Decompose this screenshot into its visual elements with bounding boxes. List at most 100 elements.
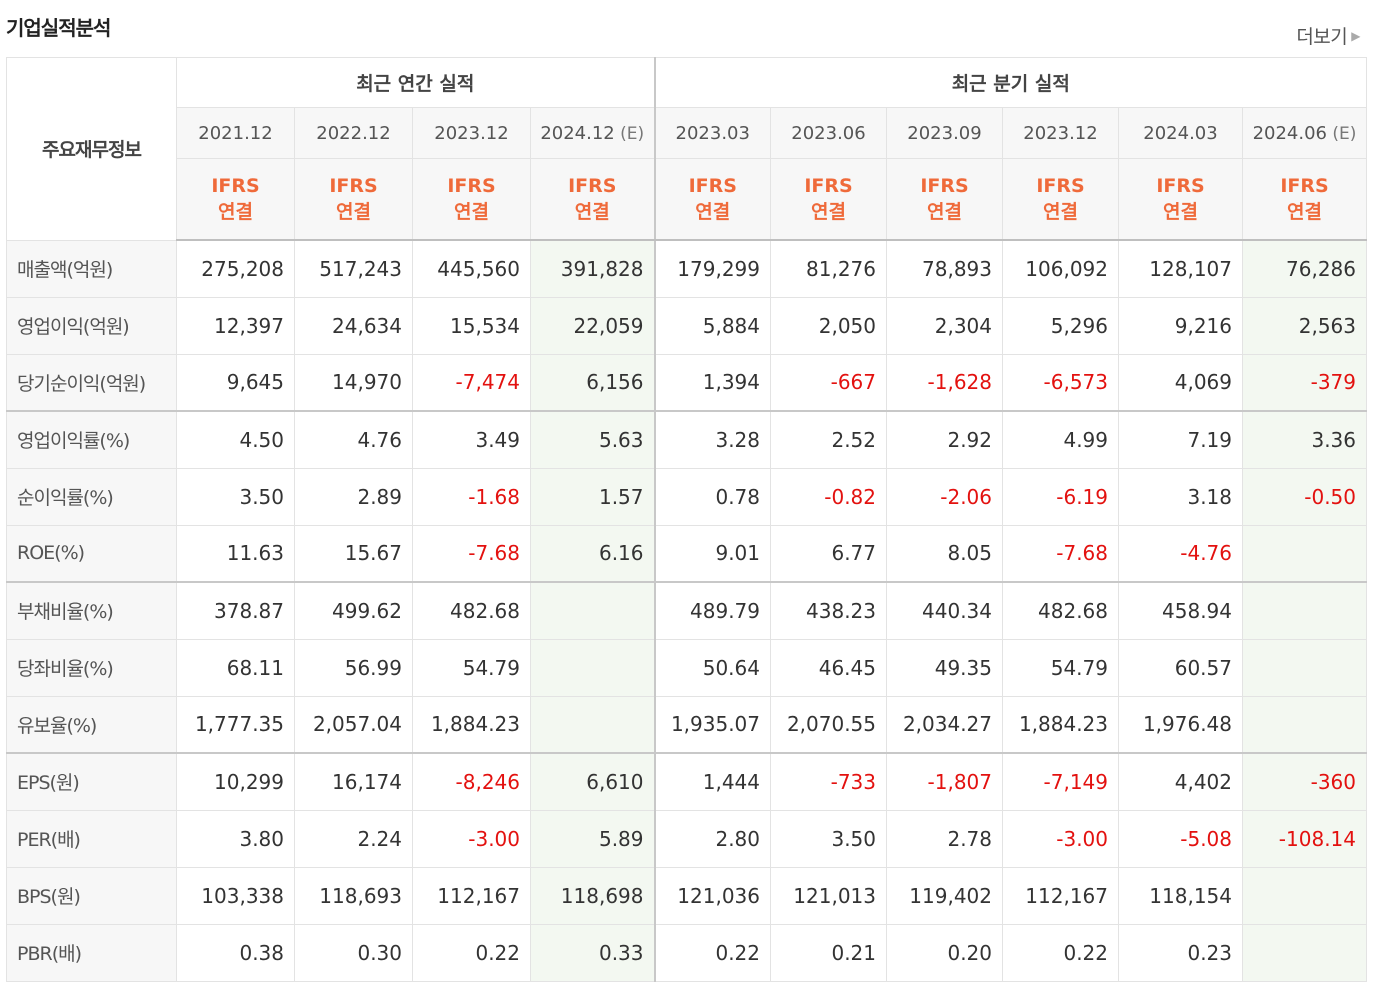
period-header: 2021.12: [176, 107, 295, 159]
corner-header: 주요재무정보: [6, 57, 177, 241]
table-cell: -0.50: [1242, 467, 1367, 526]
table-cell: 2,304: [886, 296, 1003, 355]
table-cell: -0.82: [770, 467, 887, 526]
table-cell: 1.57: [530, 467, 655, 526]
table-cell: 9.01: [653, 524, 771, 583]
table-cell: 499.62: [294, 581, 413, 640]
table-cell: [530, 581, 655, 640]
table-cell: 5.63: [530, 410, 655, 469]
table-cell: -1.68: [412, 467, 531, 526]
table-cell: 24,634: [294, 296, 413, 355]
table-cell: 2.89: [294, 467, 413, 526]
period-label: 2022.12: [316, 122, 391, 144]
row-label: EPS(원): [6, 752, 177, 811]
ifrs-label: IFRS 연결: [176, 158, 295, 241]
table-cell: -7.68: [412, 524, 531, 583]
table-cell: [1242, 866, 1367, 925]
table-cell: [530, 638, 655, 697]
table-row: 영업이익(억원) 12,397 24,634 15,534 22,059 5,884 2,0…: [6, 296, 1367, 355]
table-cell: 54.79: [412, 638, 531, 697]
table-cell: [1242, 581, 1367, 640]
row-label: 부채비율(%): [6, 581, 177, 640]
table-cell: 6,610: [530, 752, 655, 811]
estimate-mark: (E): [614, 123, 645, 144]
table-cell: 118,693: [294, 866, 413, 925]
table-cell: [1242, 638, 1367, 697]
table-cell: 3.50: [770, 809, 887, 868]
table-cell: 4.50: [176, 410, 295, 469]
table-cell: 2,034.27: [886, 695, 1003, 754]
table-row: EPS(원) 10,299 16,174 -8,246 6,610 1,444 -733 -1…: [6, 752, 1367, 811]
period-header: 2024.03: [1118, 107, 1243, 159]
period-label: 2023.12: [1023, 122, 1098, 144]
table-cell: 489.79: [653, 581, 771, 640]
table-cell: 3.28: [653, 410, 771, 469]
period-header: 2024.12 (E): [530, 107, 655, 159]
section-title: 기업실적분석: [6, 16, 111, 40]
table-cell: 14,970: [294, 353, 413, 412]
period-label: 2023.12: [434, 122, 509, 144]
table-row: 영업이익률(%) 4.50 4.76 3.49 5.63 3.28 2.52 2.92 4.99…: [6, 410, 1367, 469]
table-cell: 78,893: [886, 239, 1003, 298]
table-cell: 378.87: [176, 581, 295, 640]
row-label: 영업이익(억원): [6, 296, 177, 355]
table-cell: 6.16: [530, 524, 655, 583]
estimate-mark: (E): [1327, 123, 1357, 144]
period-header: 2022.12: [294, 107, 413, 159]
table-cell: -733: [770, 752, 887, 811]
period-header: 2023.06: [770, 107, 887, 159]
table-cell: 0.38: [176, 923, 295, 982]
table-cell: 46.45: [770, 638, 887, 697]
row-label: 순이익률(%): [6, 467, 177, 526]
table-cell: 0.33: [530, 923, 655, 982]
table-cell: 5,296: [1002, 296, 1119, 355]
table-cell: -4.76: [1118, 524, 1243, 583]
table-row: 당좌비율(%) 68.11 56.99 54.79 50.64 46.45 49.35 54.…: [6, 638, 1367, 697]
table-cell: 112,167: [412, 866, 531, 925]
table-cell: 2.92: [886, 410, 1003, 469]
table-cell: 118,154: [1118, 866, 1243, 925]
table-row: 매출액(억원) 275,208 517,243 445,560 391,828 179,2…: [6, 239, 1367, 298]
table-cell: 2.52: [770, 410, 887, 469]
table-cell: 103,338: [176, 866, 295, 925]
table-cell: 3.80: [176, 809, 295, 868]
table-cell: -1,628: [886, 353, 1003, 412]
period-header: 2023.03: [653, 107, 771, 159]
more-link[interactable]: 더보기 ▶: [1296, 22, 1360, 49]
chevron-right-icon: ▶: [1351, 29, 1360, 43]
table-cell: -3.00: [1002, 809, 1119, 868]
table-row: 부채비율(%) 378.87 499.62 482.68 489.79 438.23 440…: [6, 581, 1367, 640]
ifrs-label: IFRS 연결: [530, 158, 655, 241]
table-cell: 1,444: [653, 752, 771, 811]
table-cell: 2.80: [653, 809, 771, 868]
ifrs-label: IFRS 연결: [653, 158, 771, 241]
more-label: 더보기: [1296, 26, 1348, 48]
period-label: 2021.12: [198, 122, 273, 144]
table-cell: 121,036: [653, 866, 771, 925]
period-label: 2024.03: [1143, 122, 1218, 144]
table-cell: [1242, 524, 1367, 583]
row-label: BPS(원): [6, 866, 177, 925]
ifrs-label: IFRS 연결: [294, 158, 413, 241]
table-cell: 0.22: [1002, 923, 1119, 982]
table-cell: 3.36: [1242, 410, 1367, 469]
table-cell: 0.23: [1118, 923, 1243, 982]
table-cell: 4.99: [1002, 410, 1119, 469]
table-cell: 50.64: [653, 638, 771, 697]
table-cell: 4,069: [1118, 353, 1243, 412]
table-cell: 458.94: [1118, 581, 1243, 640]
table-cell: 3.49: [412, 410, 531, 469]
table-cell: 4,402: [1118, 752, 1243, 811]
period-header: 2023.12: [1002, 107, 1119, 159]
table-cell: 517,243: [294, 239, 413, 298]
table-cell: -8,246: [412, 752, 531, 811]
table-cell: 112,167: [1002, 866, 1119, 925]
period-header: 2023.09: [886, 107, 1003, 159]
table-cell: -2.06: [886, 467, 1003, 526]
table-cell: -6.19: [1002, 467, 1119, 526]
table-cell: 49.35: [886, 638, 1003, 697]
table-cell: 0.78: [653, 467, 771, 526]
table-cell: 5,884: [653, 296, 771, 355]
table-cell: 1,976.48: [1118, 695, 1243, 754]
row-label: PER(배): [6, 809, 177, 868]
